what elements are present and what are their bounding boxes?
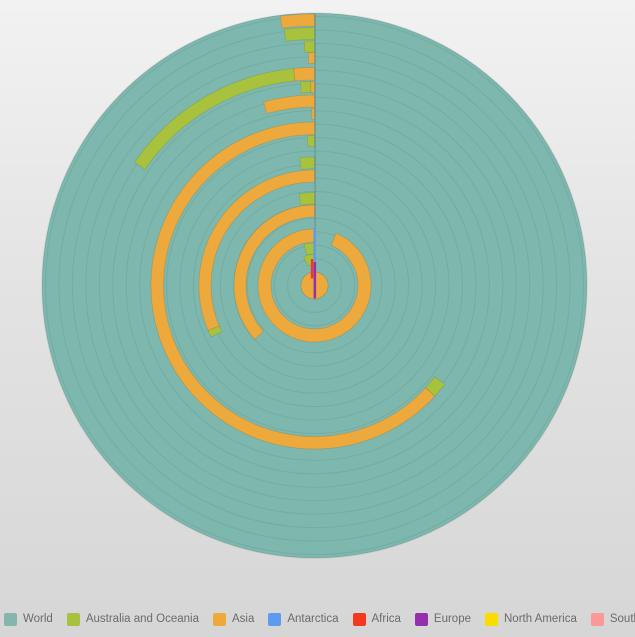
legend-item-africa[interactable]: Africa	[352, 612, 401, 626]
bar-segment-asia-ring-4[interactable]	[307, 52, 315, 64]
bar-sliver-antarctica[interactable]	[313, 228, 316, 277]
bar-segment-australia-and-oceania-ring-3[interactable]	[303, 40, 315, 53]
legend-swatch-africa[interactable]	[352, 612, 366, 626]
bar-sliver-africa[interactable]	[310, 259, 314, 279]
bar-segment-australia-and-oceania-ring-9[interactable]	[425, 376, 446, 397]
bar-segment-asia-ring-6[interactable]	[310, 81, 315, 93]
legend-swatch-antarctica[interactable]	[268, 612, 282, 626]
gridline-circle	[233, 204, 396, 367]
legend-swatch-south-america[interactable]	[590, 612, 604, 626]
legend-label-antarctica: Antarctica	[287, 613, 339, 625]
bar-segment-asia-ring-15[interactable]	[257, 228, 372, 343]
legend-item-world[interactable]: World	[4, 612, 53, 626]
bar-segment-australia-and-oceania-ring-13[interactable]	[298, 192, 315, 206]
legend-label-africa: Africa	[371, 613, 401, 625]
bar-segment-asia-ring-8[interactable]	[311, 108, 315, 120]
bar-sliver-europe[interactable]	[313, 262, 317, 299]
legend-swatch-world[interactable]	[4, 612, 17, 626]
legend-label-north-america: North America	[504, 613, 577, 625]
polar-radial-chart	[41, 12, 588, 559]
legend-label-australia-and-oceania: Australia and Oceania	[85, 613, 199, 625]
legend-label-world: World	[23, 613, 53, 625]
legend-swatch-europe[interactable]	[414, 612, 428, 626]
gridline-circle	[246, 217, 383, 354]
legend-item-asia[interactable]: Asia	[212, 612, 255, 626]
legend-item-north-america[interactable]: North America	[485, 612, 577, 626]
legend-label-south-america: South America	[609, 613, 635, 625]
bar-segment-australia-and-oceania-ring-5[interactable]	[134, 68, 296, 170]
bar-segment-australia-and-oceania-ring-10[interactable]	[306, 135, 315, 148]
legend-label-asia: Asia	[231, 613, 255, 625]
chart-area	[41, 12, 588, 559]
legend-swatch-asia[interactable]	[212, 612, 226, 626]
legend-item-antarctica[interactable]: Antarctica	[268, 612, 339, 626]
bar-segment-australia-and-oceania-ring-6[interactable]	[299, 81, 312, 94]
bar-segment-australia-and-oceania-ring-2[interactable]	[283, 27, 315, 42]
legend: World Australia and Oceania Asia Antarct…	[4, 607, 635, 631]
bar-segment-asia-ring-7[interactable]	[263, 94, 315, 114]
legend-swatch-north-america[interactable]	[485, 612, 498, 626]
legend-label-europe: Europe	[433, 613, 471, 625]
legend-item-australia-and-oceania[interactable]: Australia and Oceania	[66, 612, 199, 626]
bar-segment-australia-and-oceania-ring-11[interactable]	[299, 156, 315, 170]
gridline-circle	[179, 150, 450, 421]
bar-segment-asia-ring-5[interactable]	[293, 67, 315, 82]
bar-segment-australia-and-oceania-ring-12[interactable]	[207, 325, 223, 338]
legend-swatch-australia-and-oceania[interactable]	[66, 612, 80, 626]
legend-item-europe[interactable]: Europe	[414, 612, 471, 626]
gridline-circle	[219, 190, 410, 381]
bar-segment-asia-ring-14[interactable]	[233, 204, 315, 340]
legend-item-south-america[interactable]: South America	[590, 612, 635, 626]
bar-segment-asia-ring-1[interactable]	[280, 13, 315, 29]
